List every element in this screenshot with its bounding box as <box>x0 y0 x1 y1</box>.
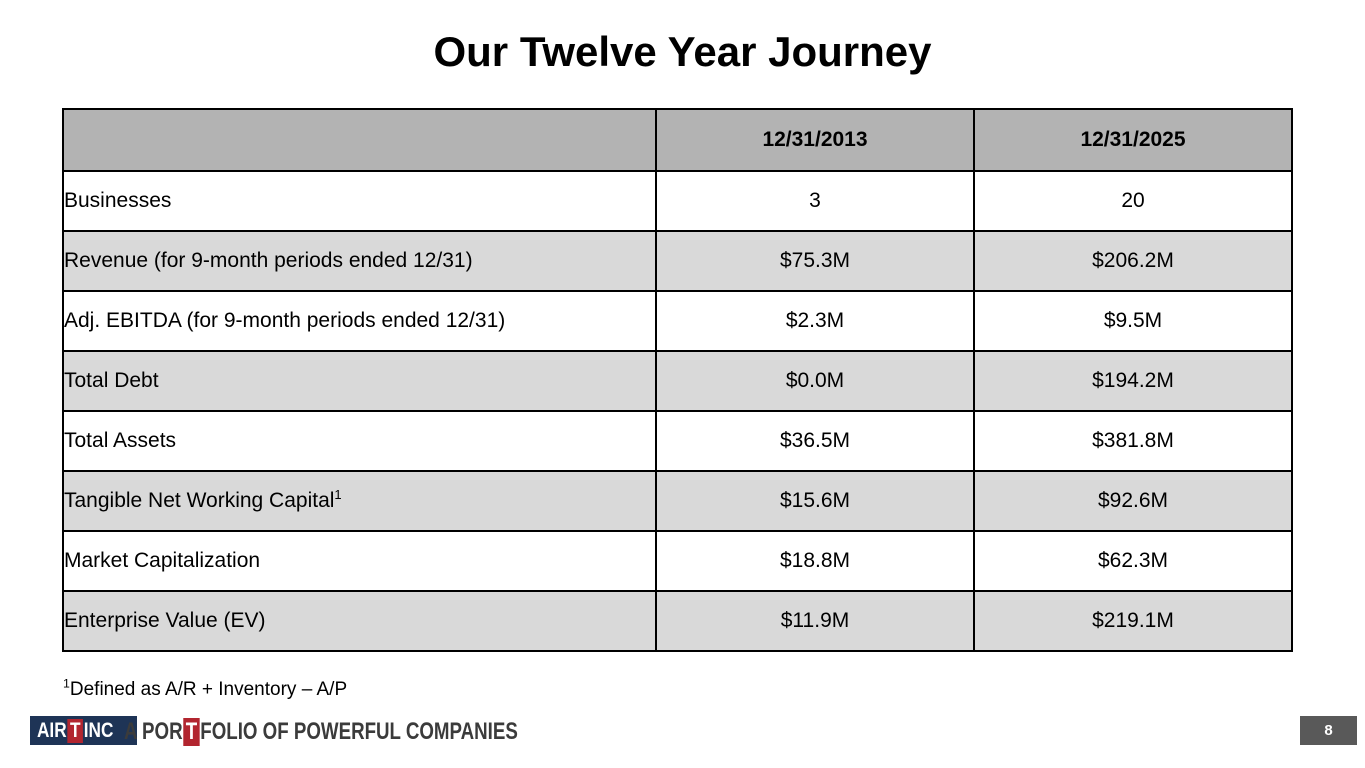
header-col-2013: 12/31/2013 <box>655 108 975 172</box>
table-row: Enterprise Value (EV) $11.9M $219.1M <box>62 590 1293 652</box>
footnote-text: Defined as A/R + Inventory – A/P <box>69 679 348 700</box>
row-label: Total Debt <box>62 350 657 412</box>
value-2025: $381.8M <box>973 410 1293 472</box>
value-2025: 20 <box>973 170 1293 232</box>
row-label: Enterprise Value (EV) <box>62 590 657 652</box>
page-title: Our Twelve Year Journey <box>433 28 932 75</box>
value-2013: $15.6M <box>655 470 975 532</box>
table-row: Adj. EBITDA (for 9-month periods ended 1… <box>62 290 1293 352</box>
row-label: Revenue (for 9-month periods ended 12/31… <box>62 230 657 292</box>
row-label: Adj. EBITDA (for 9-month periods ended 1… <box>62 290 657 352</box>
value-2013: 3 <box>655 170 975 232</box>
footer-tagline: A POR T FOLIO OF POWERFUL COMPANIES <box>124 718 629 746</box>
table-row: Market Capitalization $18.8M $62.3M <box>62 530 1293 592</box>
value-2013: $11.9M <box>655 590 975 652</box>
comparison-table: 12/31/2013 12/31/2025 Businesses 3 20 Re… <box>62 108 1293 652</box>
airt-logo-text: AIR T INC <box>37 718 114 743</box>
value-2025: $219.1M <box>973 590 1293 652</box>
value-2025: $206.2M <box>973 230 1293 292</box>
value-2025: $194.2M <box>973 350 1293 412</box>
value-2013: $2.3M <box>655 290 975 352</box>
value-2025: $92.6M <box>973 470 1293 532</box>
table-row: Tangible Net Working Capital1 $15.6M $92… <box>62 470 1293 532</box>
page-number-badge: 8 <box>1300 716 1357 745</box>
value-2013: $36.5M <box>655 410 975 472</box>
table-row: Revenue (for 9-month periods ended 12/31… <box>62 230 1293 292</box>
footnote: 1Defined as A/R + Inventory – A/P <box>63 676 348 701</box>
table-body: Businesses 3 20 Revenue (for 9-month per… <box>62 170 1293 652</box>
header-empty-cell <box>62 108 657 172</box>
value-2025: $9.5M <box>973 290 1293 352</box>
footnote-superscript: 1 <box>63 676 70 691</box>
footer-tagline-text: A POR T FOLIO OF POWERFUL COMPANIES <box>124 718 518 746</box>
table-header-row: 12/31/2013 12/31/2025 <box>62 108 1293 172</box>
airt-logo: AIR T INC <box>30 716 138 745</box>
tagline-red-t: T <box>183 718 200 746</box>
logo-red-t: T <box>67 718 83 743</box>
row-label: Market Capitalization <box>62 530 657 592</box>
table-row: Total Debt $0.0M $194.2M <box>62 350 1293 412</box>
header-col-2025: 12/31/2025 <box>973 108 1293 172</box>
row-label: Tangible Net Working Capital1 <box>62 470 657 532</box>
value-2025: $62.3M <box>973 530 1293 592</box>
row-label: Total Assets <box>62 410 657 472</box>
value-2013: $0.0M <box>655 350 975 412</box>
value-2013: $75.3M <box>655 230 975 292</box>
table-row: Total Assets $36.5M $381.8M <box>62 410 1293 472</box>
row-label: Businesses <box>62 170 657 232</box>
value-2013: $18.8M <box>655 530 975 592</box>
table-row: Businesses 3 20 <box>62 170 1293 232</box>
